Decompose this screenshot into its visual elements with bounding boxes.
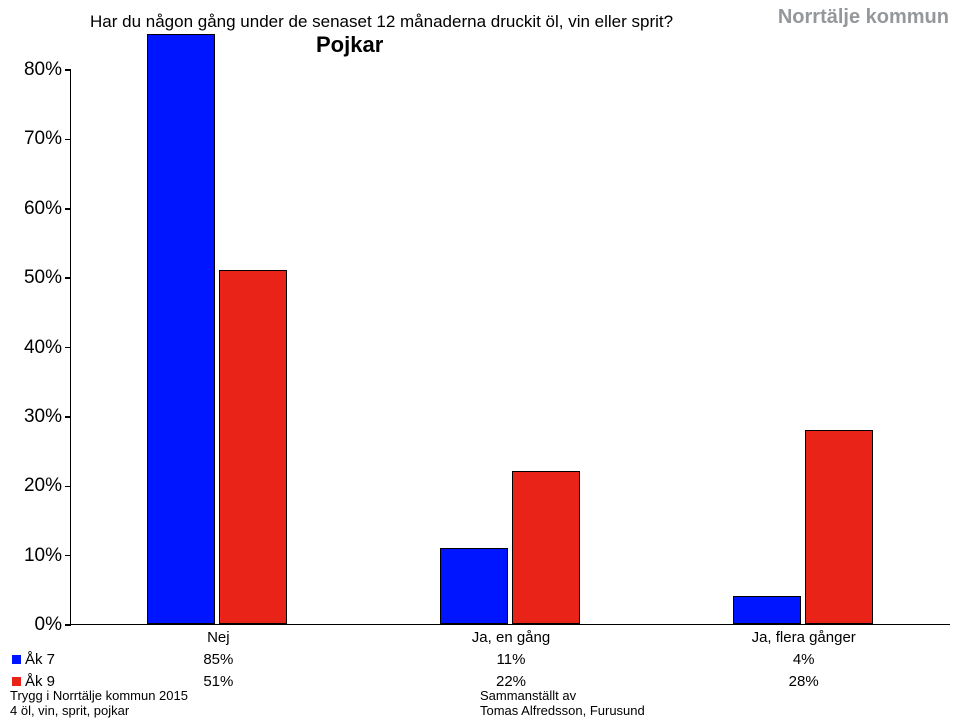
y-tick (65, 555, 71, 557)
footer-left: Trygg i Norrtälje kommun 2015 4 öl, vin,… (10, 688, 480, 718)
legend-cell: Åk 7 (10, 651, 72, 668)
y-tick (65, 69, 71, 71)
category-label: Ja, en gång (365, 629, 658, 646)
y-tick-label: 80% (24, 59, 62, 81)
y-tick-label: 10% (24, 545, 62, 567)
category-label: Nej (72, 629, 365, 646)
bar (805, 430, 873, 624)
question-text: Har du någon gång under de senaset 12 må… (90, 12, 673, 32)
value-cell: 4% (657, 651, 950, 668)
y-tick-label: 50% (24, 267, 62, 289)
bar-group (440, 471, 580, 624)
subtitle: Pojkar (316, 32, 383, 58)
bar (512, 471, 580, 624)
y-tick-label: 70% (24, 128, 62, 150)
bar-chart: 0%10%20%30%40%50%60%70%80% (10, 70, 950, 625)
table-row: Åk 7 85%11%4% (10, 648, 950, 670)
y-tick (65, 139, 71, 141)
footer-mid: Sammanställt av Tomas Alfredsson, Furusu… (480, 688, 950, 718)
footer-left-line1: Trygg i Norrtälje kommun 2015 (10, 688, 480, 703)
y-tick (65, 277, 71, 279)
plot-area (70, 70, 950, 625)
value-cell: 22% (365, 673, 658, 690)
value-cell: 51% (72, 673, 365, 690)
footer-mid-line1: Sammanställt av (480, 688, 950, 703)
y-tick (65, 347, 71, 349)
value-cell: 85% (72, 651, 365, 668)
category-label: Ja, flera gånger (657, 629, 950, 646)
bar-group (147, 34, 287, 624)
legend-swatch (12, 677, 21, 686)
bar-group (733, 430, 873, 624)
y-tick (65, 208, 71, 210)
footer: Trygg i Norrtälje kommun 2015 4 öl, vin,… (10, 688, 950, 718)
y-tick-label: 30% (24, 406, 62, 428)
value-cell: 11% (365, 651, 658, 668)
bar (733, 596, 801, 624)
y-tick (65, 486, 71, 488)
y-tick-label: 40% (24, 337, 62, 359)
footer-mid-line2: Tomas Alfredsson, Furusund (480, 703, 950, 718)
y-tick-label: 60% (24, 198, 62, 220)
bar (147, 34, 215, 624)
data-table: NejJa, en gångJa, flera gånger Åk 7 85%11%… (10, 626, 950, 692)
region-label: Norrtälje kommun (778, 6, 949, 29)
legend-swatch (12, 655, 21, 664)
footer-left-line2: 4 öl, vin, sprit, pojkar (10, 703, 480, 718)
bar (219, 270, 287, 624)
page: Norrtälje kommun Har du någon gång under… (0, 0, 959, 724)
series-name: Åk 9 (25, 673, 55, 690)
legend-cell: Åk 9 (10, 673, 72, 690)
y-tick-label: 20% (24, 475, 62, 497)
bar (440, 548, 508, 624)
y-tick (65, 416, 71, 418)
table-header-row: NejJa, en gångJa, flera gånger (10, 626, 950, 648)
value-cell: 28% (657, 673, 950, 690)
y-axis: 0%10%20%30%40%50%60%70%80% (10, 70, 70, 625)
series-name: Åk 7 (25, 651, 55, 668)
